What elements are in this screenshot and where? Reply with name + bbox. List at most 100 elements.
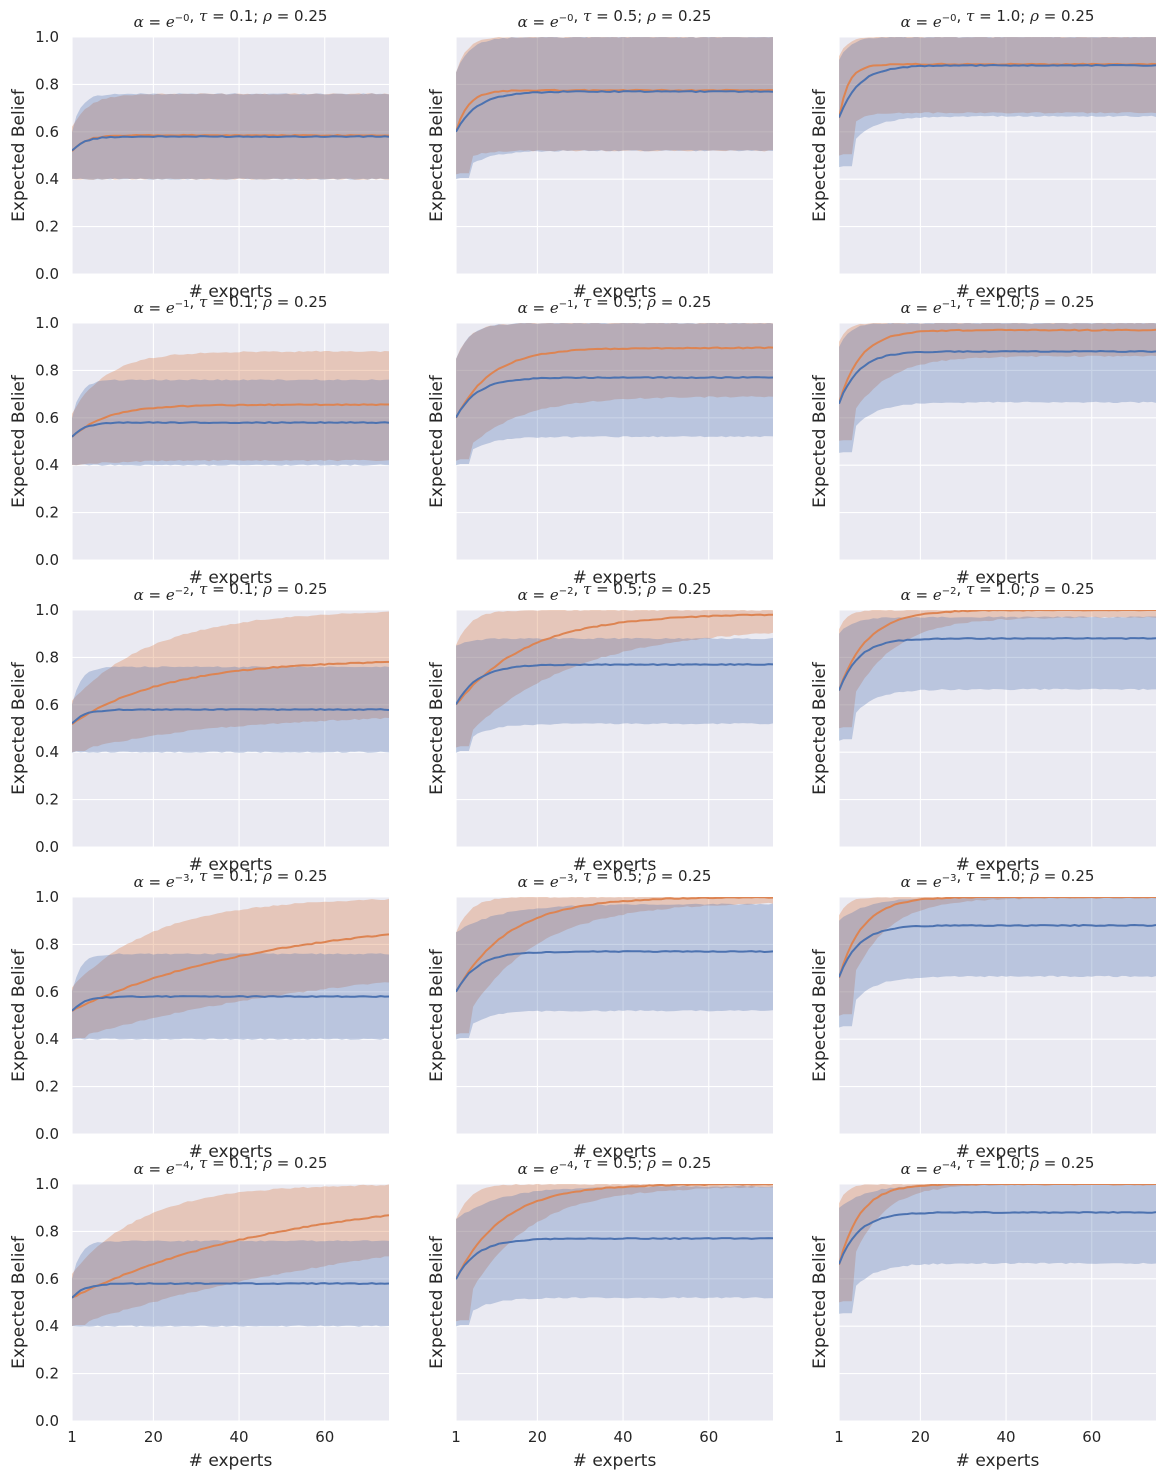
plot-area	[839, 37, 1156, 274]
y-tick-label: 0.4	[35, 743, 59, 761]
y-axis-label: Expected Belief	[810, 88, 830, 222]
panel-8: Expected Belief # experts α = e−2, τ = 0.5…	[427, 580, 773, 875]
plot-area	[72, 37, 389, 274]
blue-series-line	[72, 995, 389, 1012]
plot-area	[839, 610, 1156, 847]
panel-title: α = e−0, τ = 0.1; ρ = 0.25	[134, 7, 328, 31]
x-tick-label: 20	[528, 1428, 547, 1446]
plot-area	[72, 1184, 389, 1421]
panel-10: 0.0 0.2 0.4 0.6 0.8 1.0 Expected Belief # exper…	[9, 867, 389, 1162]
y-tick-label: 0.0	[35, 1125, 59, 1143]
y-axis-label: Expected Belief	[427, 1235, 447, 1369]
x-tick-label: 20	[911, 1428, 930, 1446]
panel-2: Expected Belief # experts α = e−0, τ = 0.5…	[427, 7, 773, 302]
plot-area	[839, 897, 1156, 1134]
y-axis-label: Expected Belief	[810, 661, 830, 795]
y-tick-label: 0.8	[35, 361, 59, 379]
x-axis-label: # experts	[573, 282, 657, 302]
blue-series-line	[839, 350, 1156, 405]
blue-confidence-band	[456, 1185, 773, 1327]
orange-series-line	[456, 613, 773, 706]
y-tick-label: 1.0	[35, 601, 59, 619]
panel-15: Expected Belief # experts 1 20 40 60 α = e−4, …	[810, 1154, 1156, 1471]
orange-confidence-band	[72, 350, 389, 466]
x-tick-label: 1	[834, 1428, 844, 1446]
x-axis-label: # experts	[956, 568, 1040, 588]
blue-series-line	[456, 950, 773, 993]
plot-area	[456, 897, 773, 1134]
plot-area	[456, 610, 773, 847]
panel-14: Expected Belief # experts 1 20 40 60 α = e−4, …	[427, 1154, 773, 1471]
orange-confidence-band	[72, 1184, 389, 1326]
y-tick-label: 0.2	[35, 218, 59, 236]
orange-series-line	[839, 1184, 1156, 1266]
plot-area	[839, 323, 1156, 560]
series-group	[456, 37, 773, 179]
orange-series-line	[72, 403, 389, 438]
y-tick-label: 0.4	[35, 456, 59, 474]
y-tick-label: 0.6	[35, 123, 59, 141]
orange-series-line	[456, 346, 773, 419]
y-tick-label: 0.6	[35, 983, 59, 1001]
panel-9: Expected Belief # experts α = e−2, τ = 1.0…	[810, 580, 1156, 875]
x-tick-label: 1	[67, 1428, 77, 1446]
series-group	[72, 611, 389, 753]
series-group	[456, 610, 773, 753]
panel-13: 0.0 0.2 0.4 0.6 0.8 1.0 Expected Belief # exper…	[9, 1154, 389, 1471]
orange-confidence-band	[839, 610, 1156, 729]
panel-title: α = e−2, τ = 0.1; ρ = 0.25	[134, 580, 328, 604]
panel-title: α = e−3, τ = 0.5; ρ = 0.25	[518, 867, 712, 891]
blue-confidence-band	[839, 897, 1156, 1028]
plot-area	[72, 323, 389, 560]
orange-series-line	[72, 933, 389, 1012]
x-axis-label: # experts	[956, 282, 1040, 302]
x-axis-label: # experts	[573, 1142, 657, 1162]
y-axis-label: Expected Belief	[810, 1235, 830, 1369]
y-tick-label: 0.8	[35, 1222, 59, 1240]
plot-area	[456, 323, 773, 560]
x-tick-label: 60	[1082, 1428, 1101, 1446]
panel-title: α = e−4, τ = 0.5; ρ = 0.25	[518, 1154, 712, 1178]
orange-confidence-band	[456, 37, 773, 175]
plot-area	[72, 610, 389, 847]
x-axis-label: # experts	[956, 1142, 1040, 1162]
plot-area	[72, 897, 389, 1134]
y-tick-label: 0.2	[35, 1365, 59, 1383]
orange-confidence-band	[456, 323, 773, 461]
panel-6: Expected Belief # experts α = e−1, τ = 1.0…	[810, 293, 1156, 588]
y-tick-label: 0.2	[35, 504, 59, 522]
plot-area	[456, 1184, 773, 1421]
x-tick-label: 20	[144, 1428, 163, 1446]
orange-confidence-band	[72, 611, 389, 753]
blue-confidence-band	[839, 616, 1156, 741]
panel-title: α = e−0, τ = 1.0; ρ = 0.25	[901, 7, 1095, 31]
y-tick-label: 0.8	[35, 75, 59, 93]
y-axis-label: Expected Belief	[9, 88, 29, 222]
panel-title: α = e−2, τ = 1.0; ρ = 0.25	[901, 580, 1095, 604]
x-axis-label: # experts	[573, 568, 657, 588]
orange-series-line	[839, 610, 1156, 691]
orange-confidence-band	[72, 898, 389, 1039]
orange-confidence-band	[839, 897, 1156, 1016]
series-group	[456, 1184, 773, 1327]
y-tick-label: 0.4	[35, 1317, 59, 1335]
x-axis-label: # experts	[189, 568, 273, 588]
x-tick-label: 1	[451, 1428, 461, 1446]
blue-series-line	[456, 376, 773, 419]
y-tick-label: 0.0	[35, 838, 59, 856]
series-group	[72, 1184, 389, 1327]
orange-series-line	[72, 660, 389, 725]
panel-title: α = e−1, τ = 0.5; ρ = 0.25	[518, 293, 712, 317]
panel-4: 0.0 0.2 0.4 0.6 0.8 1.0 Expected Belief # exper…	[9, 293, 389, 588]
orange-series-line	[839, 897, 1156, 979]
series-group	[839, 897, 1156, 1028]
panel-title: α = e−2, τ = 0.5; ρ = 0.25	[518, 580, 712, 604]
panel-title: α = e−4, τ = 1.0; ρ = 0.25	[901, 1154, 1095, 1178]
series-group	[839, 37, 1156, 168]
x-axis-label: # experts	[573, 1451, 657, 1471]
blue-confidence-band	[839, 1184, 1156, 1314]
blue-series-line	[839, 924, 1156, 978]
panel-title: α = e−1, τ = 1.0; ρ = 0.25	[901, 293, 1095, 317]
plot-area	[839, 1184, 1156, 1421]
panel-title: α = e−3, τ = 0.1; ρ = 0.25	[134, 867, 328, 891]
